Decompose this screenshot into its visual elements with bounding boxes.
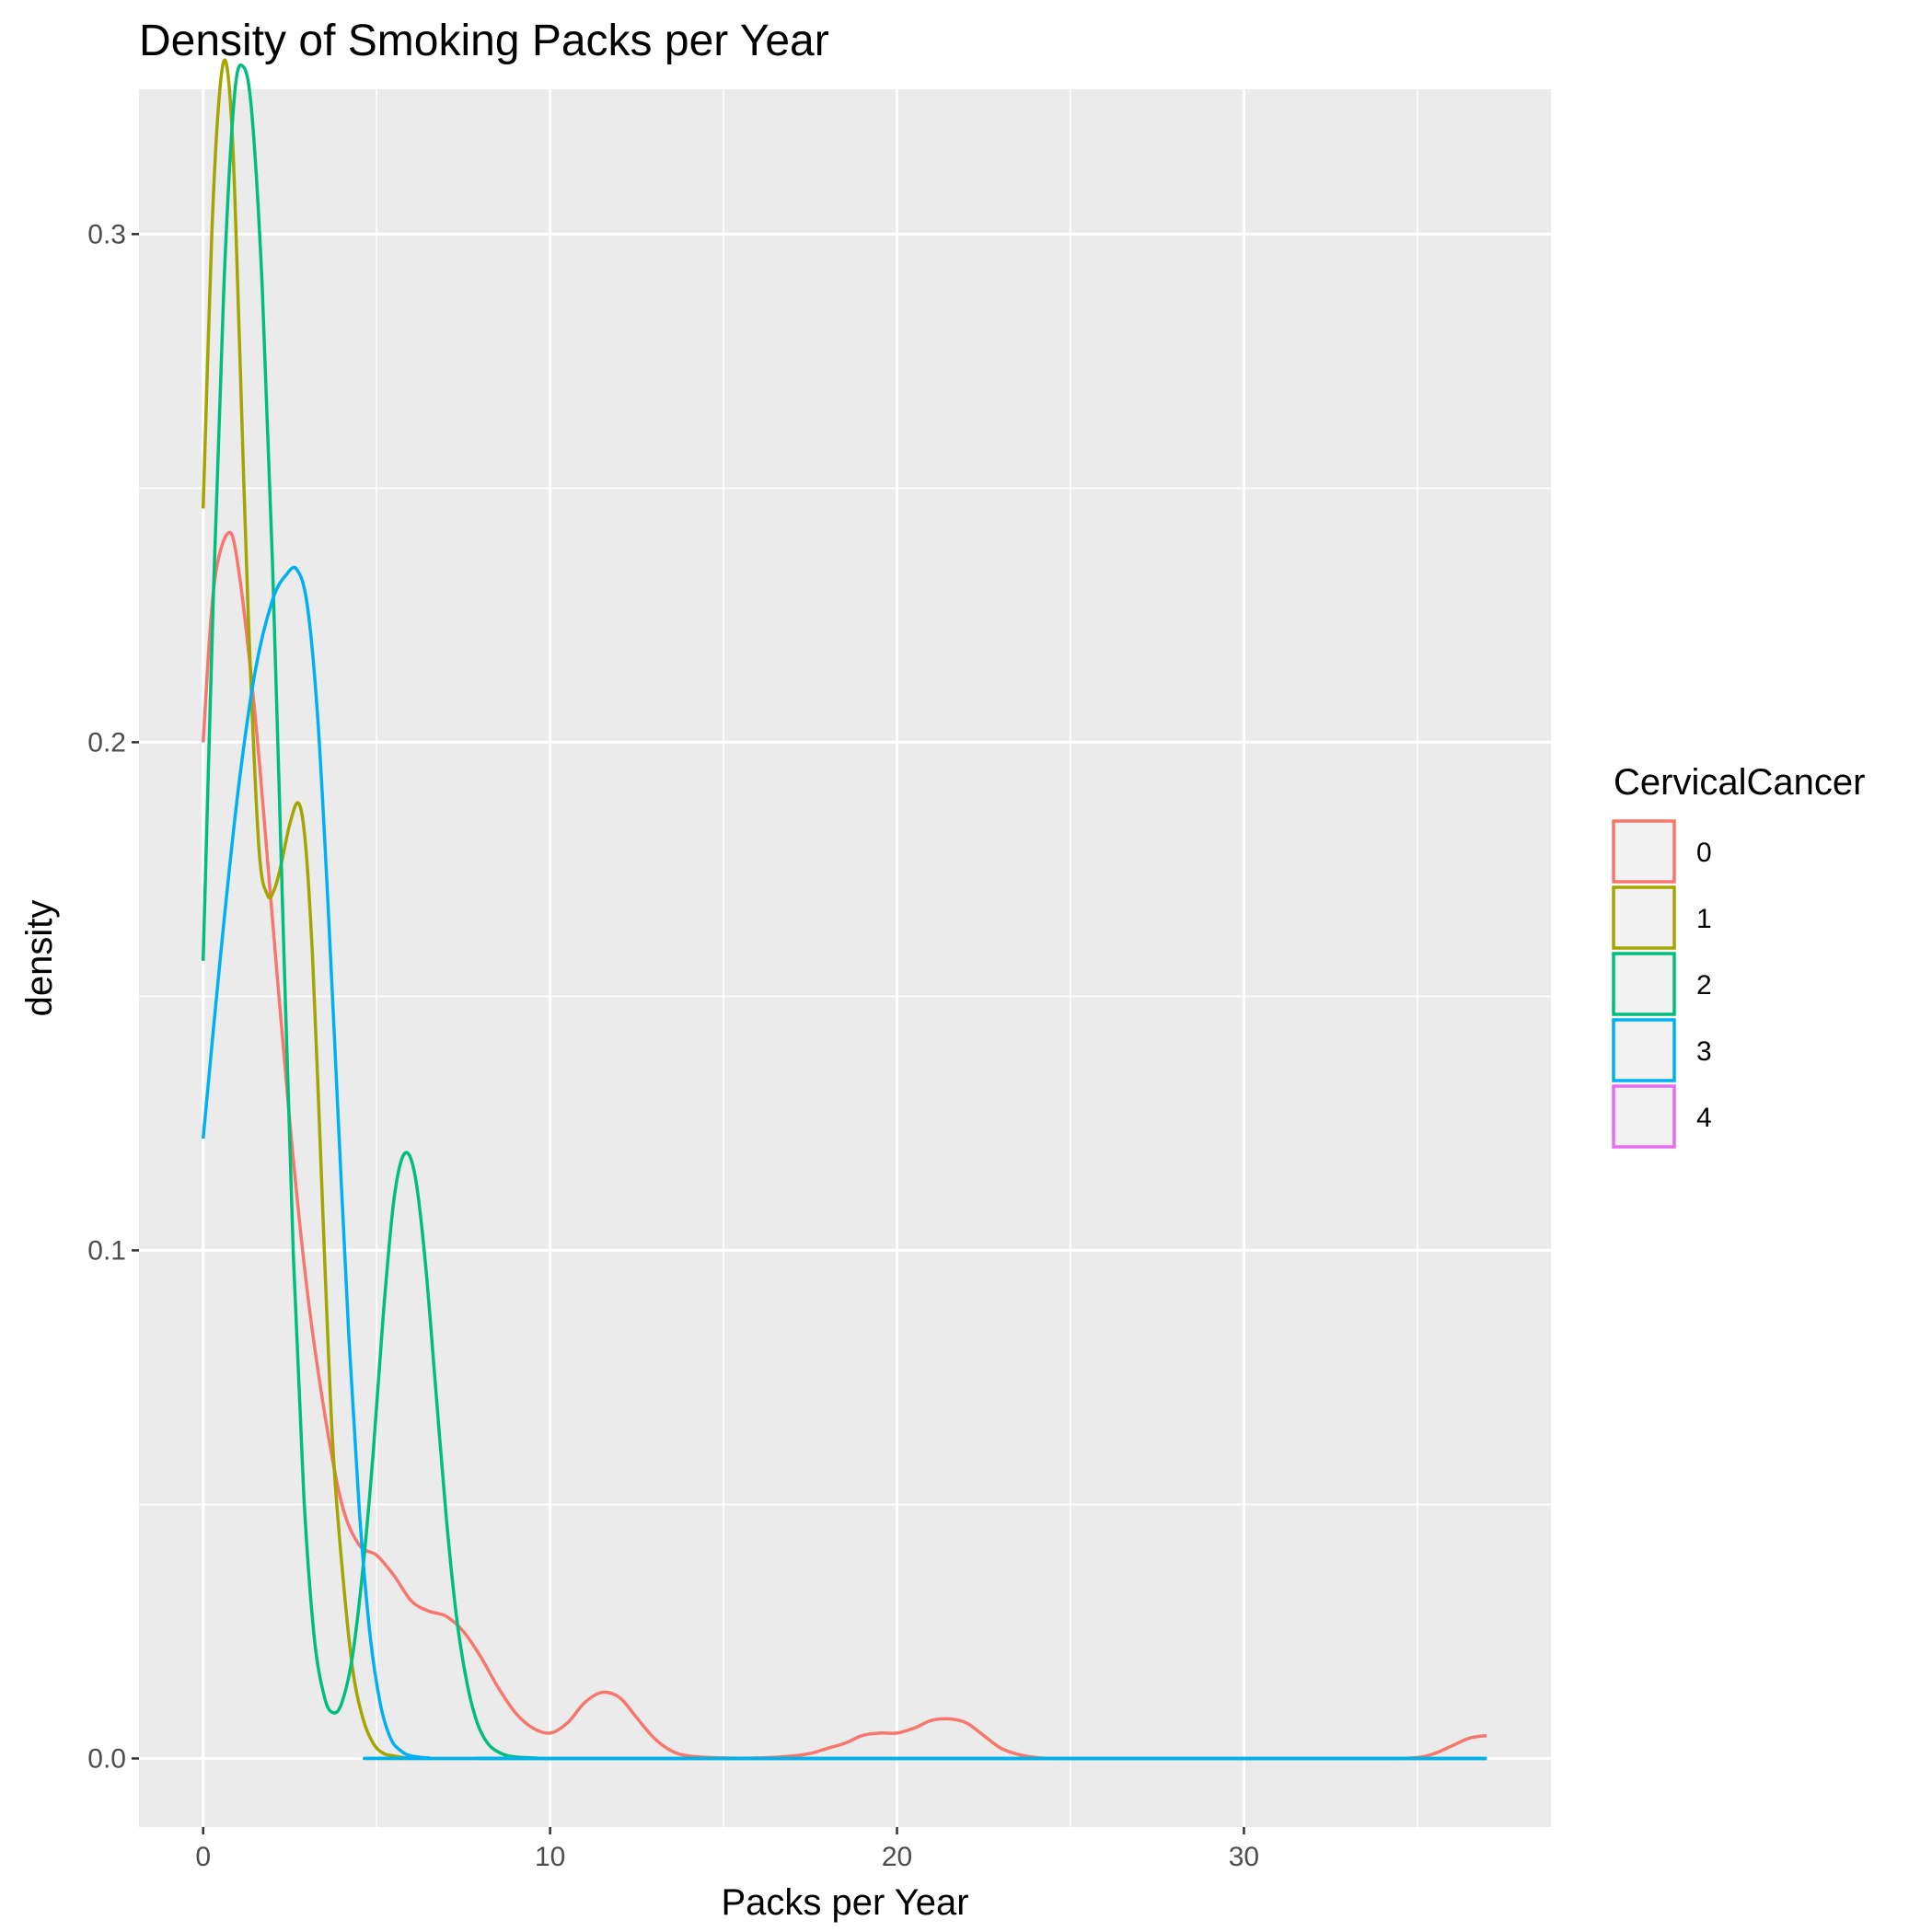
chart-title: Density of Smoking Packs per Year xyxy=(139,17,829,65)
legend-item-0: 0 xyxy=(1612,819,1712,884)
legend-item-2: 2 xyxy=(1612,952,1712,1016)
legend-label: 4 xyxy=(1696,1103,1712,1133)
y-tick-label: 0.1 xyxy=(87,1235,126,1266)
x-tick-label: 10 xyxy=(535,1842,565,1872)
y-tick-label: 0.0 xyxy=(87,1743,126,1774)
legend: CervicalCancer 0 1 2 3 4 xyxy=(1612,762,1865,1149)
x-axis-title: Packs per Year xyxy=(721,1882,968,1923)
legend-item-3: 3 xyxy=(1612,1018,1712,1082)
plot-panel xyxy=(139,89,1551,1827)
legend-label: 1 xyxy=(1696,904,1712,934)
legend-label: 2 xyxy=(1696,970,1712,1001)
density-line-series-2 xyxy=(201,63,1487,1761)
density-line-series-0 xyxy=(201,530,1487,1761)
legend-swatch xyxy=(1612,819,1676,884)
legend-label: 0 xyxy=(1696,838,1712,868)
y-axis-title: density xyxy=(19,900,60,1017)
y-axis: 0.0 0.1 0.2 0.3 xyxy=(87,219,139,1774)
y-tick-label: 0.2 xyxy=(87,727,126,758)
y-tick-label: 0.3 xyxy=(87,219,126,249)
legend-keys: 0 1 2 3 4 xyxy=(1612,819,1712,1149)
x-tick-label: 30 xyxy=(1229,1842,1259,1872)
legend-swatch xyxy=(1612,1084,1676,1149)
x-tick-label: 20 xyxy=(882,1842,912,1872)
x-tick-label: 0 xyxy=(195,1842,211,1872)
legend-item-1: 1 xyxy=(1612,885,1712,950)
legend-swatch xyxy=(1612,885,1676,950)
x-axis: 0 10 20 30 xyxy=(195,1827,1259,1872)
density-curves xyxy=(201,58,1487,1761)
legend-item-4: 4 xyxy=(1612,1084,1712,1149)
legend-label: 3 xyxy=(1696,1036,1712,1067)
legend-title: CervicalCancer xyxy=(1614,762,1865,803)
minor-gridlines xyxy=(139,89,1551,1827)
legend-swatch xyxy=(1612,952,1676,1016)
legend-swatch xyxy=(1612,1018,1676,1082)
density-line-series-3 xyxy=(201,565,1487,1761)
